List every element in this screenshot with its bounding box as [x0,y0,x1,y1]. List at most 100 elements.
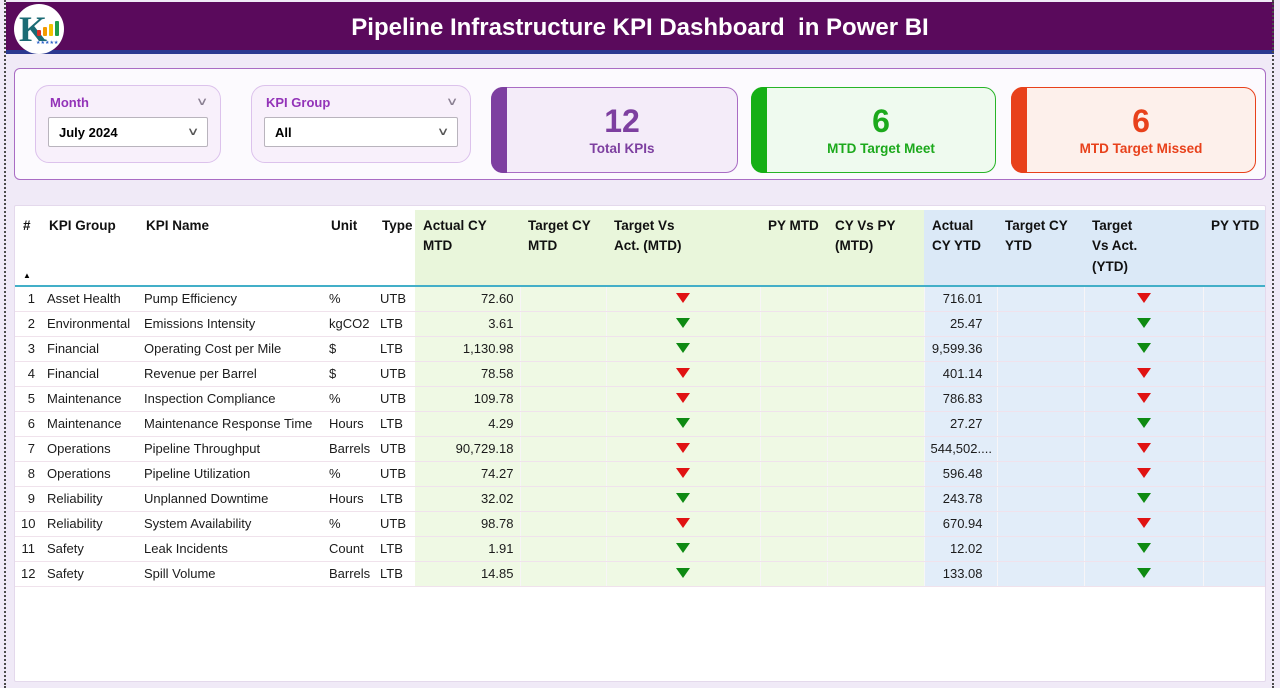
cell-group: Safety [41,561,138,587]
cell-num: 11 [15,536,41,562]
cell-cyvspy_mtd [827,311,925,337]
column-header-cyvspy_mtd[interactable]: CY Vs PY (MTD) [827,210,924,287]
table-row[interactable]: 6 Maintenance Maintenance Response Time Hou… [15,411,1265,437]
column-header-py_ytd[interactable]: PY YTD [1203,210,1265,287]
cell-cyvspy_mtd [827,361,925,387]
cell-cyvspy_mtd [827,486,925,512]
cell-name: Spill Volume [138,561,323,587]
triangle-down-red-icon [676,293,690,304]
mtd-target-missed-value: 6 [1132,102,1150,139]
cell-target_mtd [520,486,607,512]
cell-tva_ytd [1084,561,1204,587]
sort-ascending-icon[interactable]: ▲ [23,271,31,280]
month-dropdown[interactable]: July 2024 ∨ [48,117,208,147]
column-header-type[interactable]: Type [374,210,415,287]
cell-target_ytd [997,536,1085,562]
column-header-py_mtd[interactable]: PY MTD [760,210,827,287]
column-header-tva_ytd[interactable]: Target Vs Act. (YTD) [1084,210,1203,287]
cell-group: Safety [41,536,138,562]
cell-py_ytd [1203,511,1265,537]
column-header-actual_ytd[interactable]: Actual CY YTD [924,210,997,287]
chevron-down-icon[interactable]: ∨ [445,96,459,108]
cell-type: UTB [374,286,415,312]
cell-py_mtd [760,436,828,462]
table-row[interactable]: 12 Safety Spill Volume Barrels LTB 14.85 133.0… [15,561,1265,587]
cell-type: LTB [374,536,415,562]
cell-py_ytd [1203,311,1265,337]
cell-tva_ytd [1084,436,1204,462]
month-dropdown-value: July 2024 [59,124,118,140]
column-header-group[interactable]: KPI Group [41,210,138,287]
cell-type: LTB [374,311,415,337]
cell-actual_mtd: 1.91 [415,536,521,562]
cell-cyvspy_mtd [827,536,925,562]
column-header-label: KPI Group [49,218,116,233]
table-row[interactable]: 2 Environmental Emissions Intensity kgCO2 LT… [15,311,1265,337]
cell-type: LTB [374,336,415,362]
cell-type: LTB [374,486,415,512]
kpi-table: # ▲ KPI Group KPI Name Unit Type Actual CY MTD… [15,210,1265,587]
chevron-down-icon[interactable]: ∨ [195,96,209,108]
column-header-label: KPI Name [146,218,210,233]
column-header-actual_mtd[interactable]: Actual CY MTD [415,210,520,287]
cell-target_ytd [997,436,1085,462]
cell-unit: $ [323,361,374,387]
cell-actual_mtd: 3.61 [415,311,521,337]
cell-num: 3 [15,336,41,362]
cell-target_mtd [520,511,607,537]
table-row[interactable]: 4 Financial Revenue per Barrel $ UTB 78.58 401… [15,361,1265,387]
table-row[interactable]: 7 Operations Pipeline Throughput Barrels UTB… [15,436,1265,462]
cell-target_ytd [997,311,1085,337]
cell-tva_mtd [606,436,761,462]
cell-group: Environmental [41,311,138,337]
cell-unit: Hours [323,411,374,437]
triangle-down-green-icon [1136,543,1151,553]
table-row[interactable]: 10 Reliability System Availability% UTB 98.7… [15,511,1265,537]
cell-tva_mtd [606,361,761,387]
cell-cyvspy_mtd [827,411,925,437]
cell-type: LTB [374,561,415,587]
mtd-target-meet-value: 6 [872,102,890,139]
triangle-down-green-icon [1136,568,1151,578]
cell-tva_mtd [606,386,761,412]
table-header-row: # ▲ KPI Group KPI Name Unit Type Actual CY MTD… [15,210,1265,287]
cell-group: Operations [41,461,138,487]
kpi-group-dropdown[interactable]: All ∨ [264,117,458,147]
table-row[interactable]: 8 Operations Pipeline Utilization% UTB 74.27… [15,461,1265,487]
column-header-name[interactable]: KPI Name [138,210,323,287]
cell-py_mtd [760,361,828,387]
table-row[interactable]: 9 Reliability Unplanned Downtime Hours LTB 32… [15,486,1265,512]
cell-target_ytd [997,461,1085,487]
column-header-label: Actual CY MTD [423,218,487,254]
cell-actual_ytd: 9,599.36 [924,336,998,362]
card-accent-bar [751,87,767,173]
triangle-down-green-icon [1136,493,1151,503]
cell-target_mtd [520,411,607,437]
cell-py_mtd [760,461,828,487]
logo-letter: K [19,9,48,49]
column-header-num[interactable]: # ▲ [15,210,41,287]
cell-cyvspy_mtd [827,386,925,412]
column-header-label: Target Vs Act. (YTD) [1092,218,1138,274]
logo-barchart-icon [37,21,59,36]
column-header-label: Type [382,218,413,233]
cell-tva_mtd [606,461,761,487]
cell-target_mtd [520,561,607,587]
cell-actual_mtd: 74.27 [415,461,521,487]
cell-target_ytd [997,361,1085,387]
table-row[interactable]: 5 Maintenance Inspection Compliance% UTB 109… [15,386,1265,412]
column-header-tva_mtd[interactable]: Target Vs Act. (MTD) [606,210,760,287]
table-row[interactable]: 11 Safety Leak Incidents Count LTB 1.91 12.02 [15,536,1265,562]
cell-num: 1 [15,286,41,312]
cell-tva_mtd [606,511,761,537]
cell-tva_mtd [606,336,761,362]
column-header-target_mtd[interactable]: Target CY MTD [520,210,606,287]
table-row[interactable]: 3 Financial Operating Cost per Mile $ LTB 1,1… [15,336,1265,362]
column-header-label: Actual CY YTD [932,218,982,254]
triangle-down-red-icon [676,443,690,453]
cell-tva_ytd [1084,311,1204,337]
table-row[interactable]: 1 Asset Health Pump Efficiency% UTB 72.60 716… [15,286,1265,312]
column-header-target_ytd[interactable]: Target CY YTD [997,210,1084,287]
column-header-unit[interactable]: Unit [323,210,374,287]
card-accent-bar [1011,87,1027,173]
